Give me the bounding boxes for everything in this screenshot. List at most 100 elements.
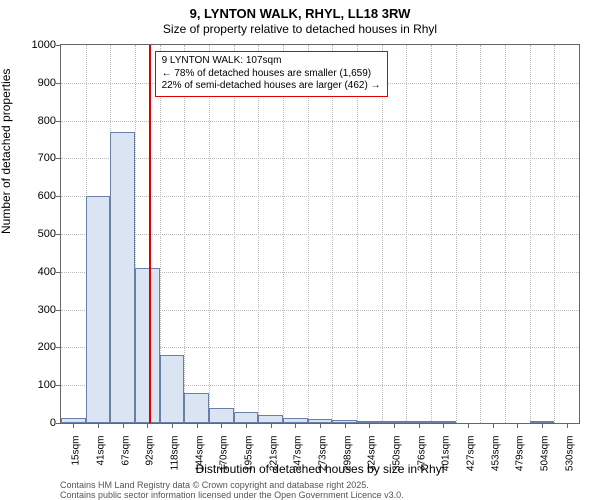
xtick-label: 401sqm [441,436,452,476]
histogram-bar [209,408,234,423]
gridline-v [530,45,531,423]
xtick-mark [123,423,124,428]
ytick-label: 500 [6,228,56,240]
xtick-label: 195sqm [244,436,255,476]
histogram-bar [258,415,283,423]
xtick-label: 530sqm [564,436,575,476]
gridline-h [61,196,579,197]
gridline-v [357,45,358,423]
xtick-label: 298sqm [342,436,353,476]
gridline-v [209,45,210,423]
gridline-h [61,121,579,122]
xtick-mark [172,423,173,428]
ytick-label: 600 [6,190,56,202]
ytick-label: 700 [6,152,56,164]
gridline-v [184,45,185,423]
ytick-mark [56,385,61,386]
ytick-mark [56,310,61,311]
gridline-v [480,45,481,423]
annotation-box: 9 LYNTON WALK: 107sqm← 78% of detached h… [155,51,388,97]
xtick-label: 376sqm [416,436,427,476]
credit-line-1: Contains HM Land Registry data © Crown c… [60,480,369,490]
xtick-label: 170sqm [219,436,230,476]
xtick-mark [295,423,296,428]
ytick-mark [56,234,61,235]
xtick-label: 221sqm [268,436,279,476]
ytick-label: 0 [6,417,56,429]
xtick-label: 144sqm [194,436,205,476]
ytick-mark [56,45,61,46]
xtick-label: 350sqm [392,436,403,476]
xtick-label: 247sqm [293,436,304,476]
xtick-label: 453sqm [490,436,501,476]
histogram-chart: 9, LYNTON WALK, RHYL, LL18 3RW Size of p… [0,0,600,500]
ytick-label: 900 [6,77,56,89]
xtick-mark [493,423,494,428]
gridline-v [456,45,457,423]
xtick-mark [98,423,99,428]
ytick-label: 200 [6,341,56,353]
xtick-label: 427sqm [466,436,477,476]
xtick-mark [73,423,74,428]
gridline-v [505,45,506,423]
xtick-mark [221,423,222,428]
ytick-mark [56,121,61,122]
gridline-v [406,45,407,423]
chart-subtitle: Size of property relative to detached ho… [0,22,600,36]
y-axis-label: Number of detached properties [0,69,13,234]
ytick-mark [56,272,61,273]
xtick-mark [147,423,148,428]
gridline-v [554,45,555,423]
histogram-bar [184,393,209,423]
gridline-h [61,234,579,235]
xtick-mark [468,423,469,428]
xtick-mark [517,423,518,428]
ytick-label: 1000 [6,39,56,51]
xtick-label: 67sqm [120,436,131,476]
xtick-label: 479sqm [515,436,526,476]
credit-line-2: Contains public sector information licen… [60,490,404,500]
gridline-v [332,45,333,423]
ytick-mark [56,347,61,348]
ytick-mark [56,83,61,84]
histogram-bar [135,268,160,423]
xtick-mark [419,423,420,428]
histogram-bar [234,412,259,423]
annotation-line: 22% of semi-detached houses are larger (… [162,80,381,93]
xtick-mark [197,423,198,428]
ytick-mark [56,158,61,159]
xtick-label: 504sqm [540,436,551,476]
reference-line [149,45,151,423]
histogram-bar [86,196,111,423]
gridline-h [61,158,579,159]
xtick-mark [345,423,346,428]
xtick-mark [567,423,568,428]
ytick-label: 400 [6,266,56,278]
xtick-label: 273sqm [318,436,329,476]
xtick-label: 92sqm [145,436,156,476]
annotation-line: ← 78% of detached houses are smaller (1,… [162,68,381,81]
xtick-label: 118sqm [170,436,181,476]
plot-area: 9 LYNTON WALK: 107sqm← 78% of detached h… [60,44,580,424]
ytick-mark [56,196,61,197]
gridline-v [431,45,432,423]
gridline-v [283,45,284,423]
ytick-mark [56,423,61,424]
gridline-v [382,45,383,423]
annotation-line: 9 LYNTON WALK: 107sqm [162,55,381,68]
histogram-bar [160,355,185,423]
xtick-mark [542,423,543,428]
gridline-v [234,45,235,423]
xtick-mark [369,423,370,428]
histogram-bar [110,132,135,423]
xtick-label: 324sqm [367,436,378,476]
xtick-mark [443,423,444,428]
gridline-v [308,45,309,423]
xtick-mark [246,423,247,428]
ytick-label: 100 [6,379,56,391]
xtick-mark [394,423,395,428]
chart-title: 9, LYNTON WALK, RHYL, LL18 3RW [0,6,600,21]
xtick-mark [271,423,272,428]
gridline-v [258,45,259,423]
xtick-label: 41sqm [96,436,107,476]
